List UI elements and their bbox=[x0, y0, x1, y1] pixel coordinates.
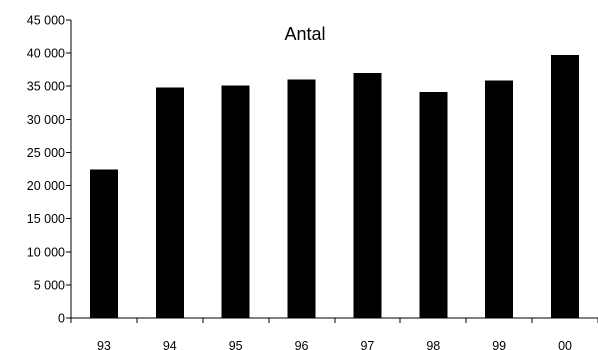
y-tick-label: 15 000 bbox=[27, 212, 65, 226]
y-tick-label: 25 000 bbox=[27, 146, 65, 160]
x-tick-label: 93 bbox=[97, 339, 111, 350]
bars bbox=[89, 55, 580, 319]
y-tick-label: 20 000 bbox=[27, 179, 65, 193]
y-tick-label: 35 000 bbox=[27, 80, 65, 94]
x-tick-label: 00 bbox=[558, 339, 572, 350]
y-tick-label: 30 000 bbox=[27, 113, 65, 127]
y-tick-label: 45 000 bbox=[27, 14, 65, 28]
x-tick-label: 99 bbox=[492, 339, 506, 350]
x-tick-label: 97 bbox=[360, 339, 374, 350]
x-axis: 93 94 95 96 97 98 99 00 bbox=[70, 317, 598, 350]
bar-96 bbox=[287, 79, 316, 318]
x-tick-label: 96 bbox=[295, 339, 309, 350]
bar-00 bbox=[551, 55, 580, 318]
x-tick-label: 98 bbox=[426, 339, 440, 350]
bar-93 bbox=[89, 169, 118, 318]
bar-99 bbox=[485, 80, 514, 318]
bar-95 bbox=[221, 85, 250, 318]
bar-98 bbox=[419, 92, 448, 318]
x-tick-label: 95 bbox=[229, 339, 243, 350]
y-tick-label: 5 000 bbox=[34, 278, 65, 292]
x-tick-label: 94 bbox=[163, 339, 177, 350]
bar-94 bbox=[155, 87, 184, 319]
y-tick-label: 40 000 bbox=[27, 47, 65, 61]
y-axis: 0 5 000 10 000 15 000 20 000 25 000 30 000 35 0… bbox=[27, 14, 72, 326]
chart-title: Antal bbox=[284, 24, 325, 44]
y-tick-label: 10 000 bbox=[27, 245, 65, 259]
y-tick-label: 0 bbox=[58, 312, 65, 326]
bar-97 bbox=[353, 72, 382, 318]
